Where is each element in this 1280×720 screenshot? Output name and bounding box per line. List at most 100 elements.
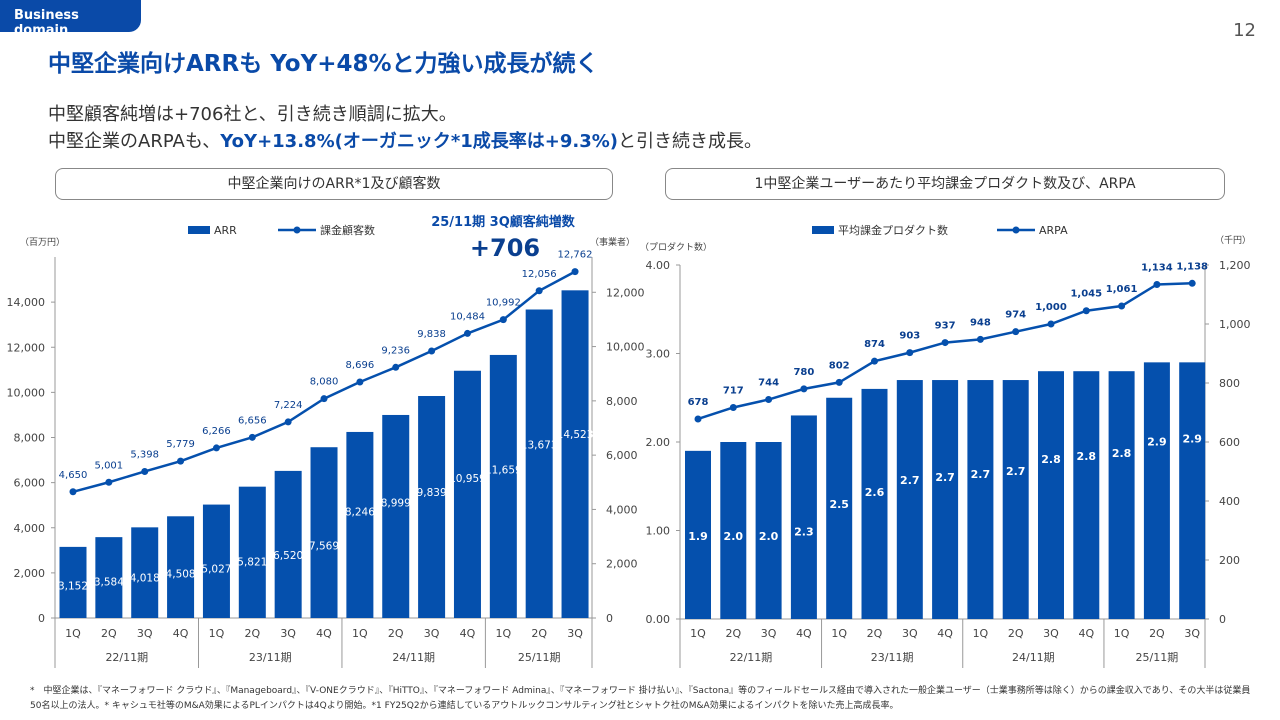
bar: [238, 486, 266, 618]
bar: [489, 354, 517, 618]
line-value-label: 6,656: [238, 415, 267, 426]
bar-value-label: 8,999: [381, 497, 411, 509]
section-tag: Business domain: [0, 0, 141, 38]
bar: [202, 504, 230, 618]
x-tick-label: 4Q: [460, 627, 476, 640]
line-value-label: 7,224: [274, 400, 303, 411]
y2-axis-label: （千円）: [1215, 235, 1251, 246]
x-tick-label: 4Q: [937, 627, 953, 640]
bar-value-label: 2.8: [1112, 447, 1132, 460]
bar: [167, 516, 195, 618]
footnote-line: 50名以上の法人。* キャシュモ社等のM&A効果によるPLインパクトは4Qより開…: [30, 701, 899, 711]
bar-value-label: 2.7: [1006, 465, 1026, 478]
legend-line-marker: [1012, 226, 1020, 234]
bar-value-label: 2.7: [971, 468, 991, 481]
x-tick-label: 2Q: [1149, 627, 1165, 640]
line-value-label: 948: [970, 317, 991, 328]
line-point: [1012, 328, 1020, 336]
line-value-label: 1,045: [1070, 289, 1102, 300]
line-value-label: 937: [935, 321, 956, 332]
y2-tick-label: 6,000: [606, 449, 638, 462]
bar: [1073, 371, 1100, 619]
bar: [1002, 380, 1029, 619]
bar-value-label: 2.9: [1182, 432, 1202, 445]
line-value-label: 874: [864, 339, 885, 350]
y2-tick-label: 2,000: [606, 558, 638, 571]
line-point: [1047, 320, 1055, 328]
bar-value-label: 2.0: [759, 530, 779, 543]
y-tick-label: 14,000: [7, 296, 46, 309]
line-point: [765, 396, 773, 404]
line-value-label: 6,266: [202, 426, 231, 437]
line-point: [1082, 307, 1090, 315]
footnote: * 中堅企業は、『マネーフォワード クラウド』、『Manageboard』、『V…: [30, 684, 1270, 714]
x-tick-label: 1Q: [1114, 627, 1130, 640]
bar-value-label: 2.0: [724, 530, 744, 543]
bar-value-label: 3,152: [58, 581, 88, 593]
bar: [1038, 371, 1064, 619]
line-value-label: 1,061: [1106, 284, 1138, 295]
x-tick-label: 1Q: [973, 627, 989, 640]
subtitle-text: 中堅企業のARPAも、: [48, 131, 221, 152]
bar: [59, 546, 87, 618]
y2-tick-label: 12,000: [606, 286, 645, 299]
x-tick-label: 1Q: [352, 627, 368, 640]
annotation-value: +706: [470, 234, 540, 262]
subtitle-text: と引き続き成長。: [618, 131, 763, 152]
subtitle-line1: 中堅顧客純増は+706社と、引き続き順調に拡大。: [48, 104, 457, 125]
page-title: 中堅企業向けARRも YoY+48%と力強い成長が続く: [48, 51, 599, 77]
bar-value-label: 8,246: [345, 507, 375, 519]
x-tick-label: 2Q: [531, 627, 547, 640]
x-group-label: 23/11期: [871, 651, 914, 664]
bar-value-label: 5,821: [237, 556, 267, 568]
line-value-label: 8,080: [310, 377, 339, 388]
bar-value-label: 2.6: [865, 486, 885, 499]
line-value-label: 5,779: [166, 439, 195, 450]
x-tick-label: 3Q: [567, 627, 583, 640]
annotation-label: 25/11期 3Q顧客純増数: [431, 214, 576, 230]
x-group-label: 22/11期: [105, 651, 148, 664]
x-tick-label: 4Q: [173, 627, 189, 640]
line-value-label: 974: [1005, 310, 1026, 321]
line-value-label: 5,398: [130, 449, 159, 460]
line-value-label: 802: [829, 360, 850, 371]
line-value-label: 780: [793, 367, 814, 378]
line-point: [177, 457, 185, 465]
line-value-label: 8,696: [346, 360, 375, 371]
bar: [310, 447, 338, 618]
x-tick-label: 4Q: [316, 627, 332, 640]
y-axis-label: （プロダクト数）: [640, 241, 712, 253]
line-point: [320, 395, 328, 403]
bar: [453, 370, 481, 618]
x-tick-label: 3Q: [280, 627, 296, 640]
x-group-label: 25/11期: [518, 651, 561, 664]
y-tick-label: 6,000: [14, 477, 46, 490]
bar: [826, 397, 853, 619]
bar: [932, 380, 959, 619]
x-group-label: 24/11期: [392, 651, 435, 664]
bar-value-label: 2.8: [1041, 453, 1061, 466]
x-group-label: 22/11期: [730, 651, 773, 664]
line-point: [284, 418, 292, 426]
x-tick-label: 4Q: [796, 627, 812, 640]
line-point: [1118, 302, 1126, 310]
y-tick-label: 0.00: [646, 613, 671, 626]
bar-value-label: 13,673: [521, 439, 558, 451]
x-tick-label: 3Q: [424, 627, 440, 640]
line-point: [694, 415, 702, 423]
y2-tick-label: 8,000: [606, 395, 638, 408]
line-point: [392, 363, 400, 371]
bar-value-label: 9,839: [417, 487, 447, 499]
y-tick-label: 12,000: [7, 341, 46, 354]
y2-tick-label: 1,000: [1219, 318, 1251, 331]
line-point: [571, 268, 579, 276]
x-tick-label: 1Q: [495, 627, 511, 640]
y-tick-label: 4,000: [14, 522, 46, 535]
line-value-label: 10,484: [450, 311, 485, 322]
x-tick-label: 3Q: [1184, 627, 1200, 640]
y2-tick-label: 1,200: [1219, 259, 1251, 272]
page-number: 12: [1233, 20, 1256, 41]
x-tick-label: 1Q: [209, 627, 225, 640]
bar: [418, 396, 446, 618]
